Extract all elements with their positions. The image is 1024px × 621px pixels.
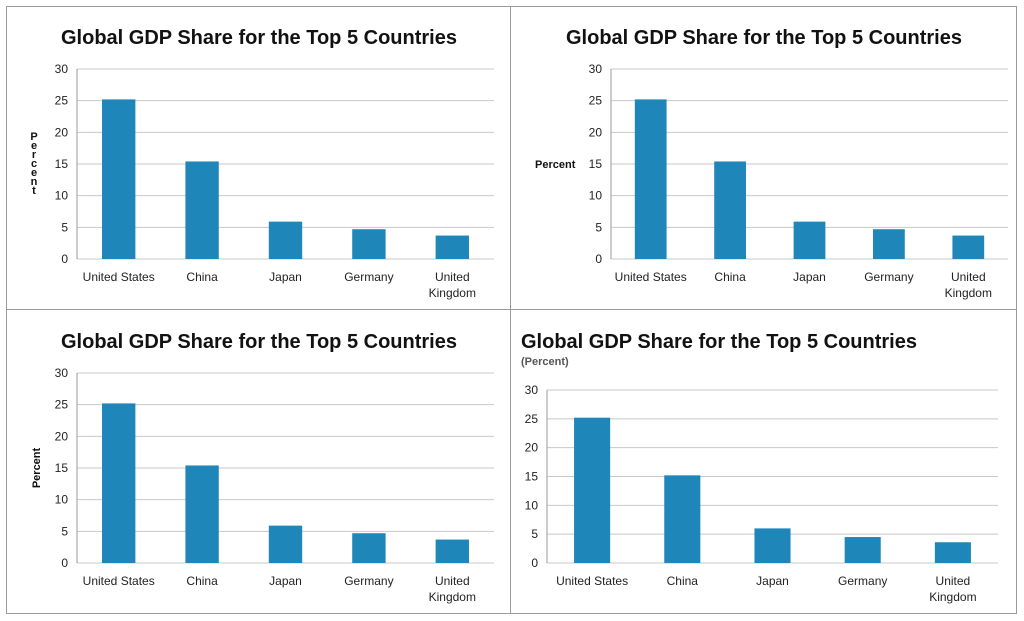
bar (352, 533, 386, 563)
y-tick-label: 0 (531, 556, 538, 570)
bar (934, 542, 971, 563)
y-tick-label: 30 (525, 383, 539, 397)
chart-panel-2: Global GDP Share for the Top 5 Countries… (510, 6, 1017, 310)
y-tick-label: 20 (55, 429, 69, 443)
x-category-label: Japan (269, 270, 302, 284)
y-tick-label: 0 (61, 556, 68, 570)
y-tick-label: 10 (55, 493, 69, 507)
bar-chart: Global GDP Share for the Top 5 Countries… (535, 27, 1008, 300)
bar (664, 475, 701, 563)
chart-panel-4: Global GDP Share for the Top 5 Countries… (510, 309, 1017, 614)
chart-title: Global GDP Share for the Top 5 Countries (61, 331, 457, 353)
bar (102, 403, 136, 563)
x-category-label: United States (83, 270, 155, 284)
x-category-label: Japan (756, 574, 789, 588)
y-tick-label: 25 (55, 94, 69, 108)
y-tick-label: 30 (55, 366, 69, 380)
x-category-label: Japan (269, 574, 302, 588)
x-category-label: United Kingdom (429, 574, 476, 604)
bar-chart: Global GDP Share for the Top 5 Countries… (31, 331, 494, 604)
x-category-label: Germany (344, 270, 393, 284)
bar (268, 525, 303, 563)
y-tick-label: 30 (589, 62, 603, 76)
y-tick-label: 5 (531, 527, 538, 541)
y-tick-label: 0 (61, 252, 68, 266)
x-category-label: China (186, 574, 218, 588)
bar (793, 221, 826, 259)
y-tick-label: 10 (55, 189, 69, 203)
y-tick-label: 20 (589, 125, 603, 139)
bar-chart: Global GDP Share for the Top 5 Countries… (30, 27, 494, 300)
bar (844, 537, 881, 563)
bar (102, 99, 136, 260)
y-tick-label: 0 (595, 252, 602, 266)
bar (268, 221, 303, 259)
chart-title: Global GDP Share for the Top 5 Countries (61, 27, 457, 49)
y-tick-label: 10 (525, 498, 539, 512)
chart-subtitle: (Percent) (521, 356, 569, 368)
x-category-label: Germany (838, 574, 887, 588)
x-category-label: United States (83, 574, 155, 588)
chart-panel-3: Global GDP Share for the Top 5 Countries… (6, 309, 511, 614)
y-axis-label: Percent (535, 159, 576, 171)
bar (873, 229, 905, 259)
chart-panel-1: Global GDP Share for the Top 5 Countries… (6, 6, 511, 310)
bar-chart: Global GDP Share for the Top 5 Countries… (521, 331, 998, 604)
bar (352, 229, 386, 259)
bar (435, 235, 469, 259)
y-tick-label: 15 (55, 461, 69, 475)
chart-title: Global GDP Share for the Top 5 Countries (521, 331, 917, 353)
y-tick-label: 15 (589, 157, 603, 171)
y-tick-label: 5 (61, 220, 68, 234)
bar (574, 417, 611, 563)
x-category-label: China (186, 270, 218, 284)
bar (185, 161, 219, 259)
x-category-label: United Kingdom (929, 574, 976, 604)
y-tick-label: 10 (589, 189, 603, 203)
bar (185, 465, 219, 563)
x-category-label: United Kingdom (945, 270, 992, 300)
y-tick-label: 20 (525, 441, 539, 455)
bar (435, 539, 469, 563)
bar (754, 528, 791, 563)
x-category-label: United Kingdom (429, 270, 476, 300)
x-category-label: China (667, 574, 699, 588)
y-axis-label: Percent (31, 447, 43, 488)
bar (714, 161, 746, 259)
y-tick-label: 5 (61, 524, 68, 538)
y-tick-label: 20 (55, 125, 69, 139)
y-tick-label: 30 (55, 62, 69, 76)
x-category-label: China (714, 270, 746, 284)
chart-title: Global GDP Share for the Top 5 Countries (566, 27, 962, 49)
x-category-label: Germany (864, 270, 913, 284)
bar (634, 99, 667, 260)
x-category-label: Germany (344, 574, 393, 588)
y-tick-label: 25 (55, 398, 69, 412)
y-tick-label: 25 (525, 412, 539, 426)
x-category-label: United States (615, 270, 687, 284)
x-category-label: Japan (793, 270, 826, 284)
y-tick-label: 15 (55, 157, 69, 171)
x-category-label: United States (556, 574, 628, 588)
y-tick-label: 15 (525, 470, 539, 484)
bar (952, 235, 985, 259)
y-tick-label: 25 (589, 94, 603, 108)
y-tick-label: 5 (595, 220, 602, 234)
